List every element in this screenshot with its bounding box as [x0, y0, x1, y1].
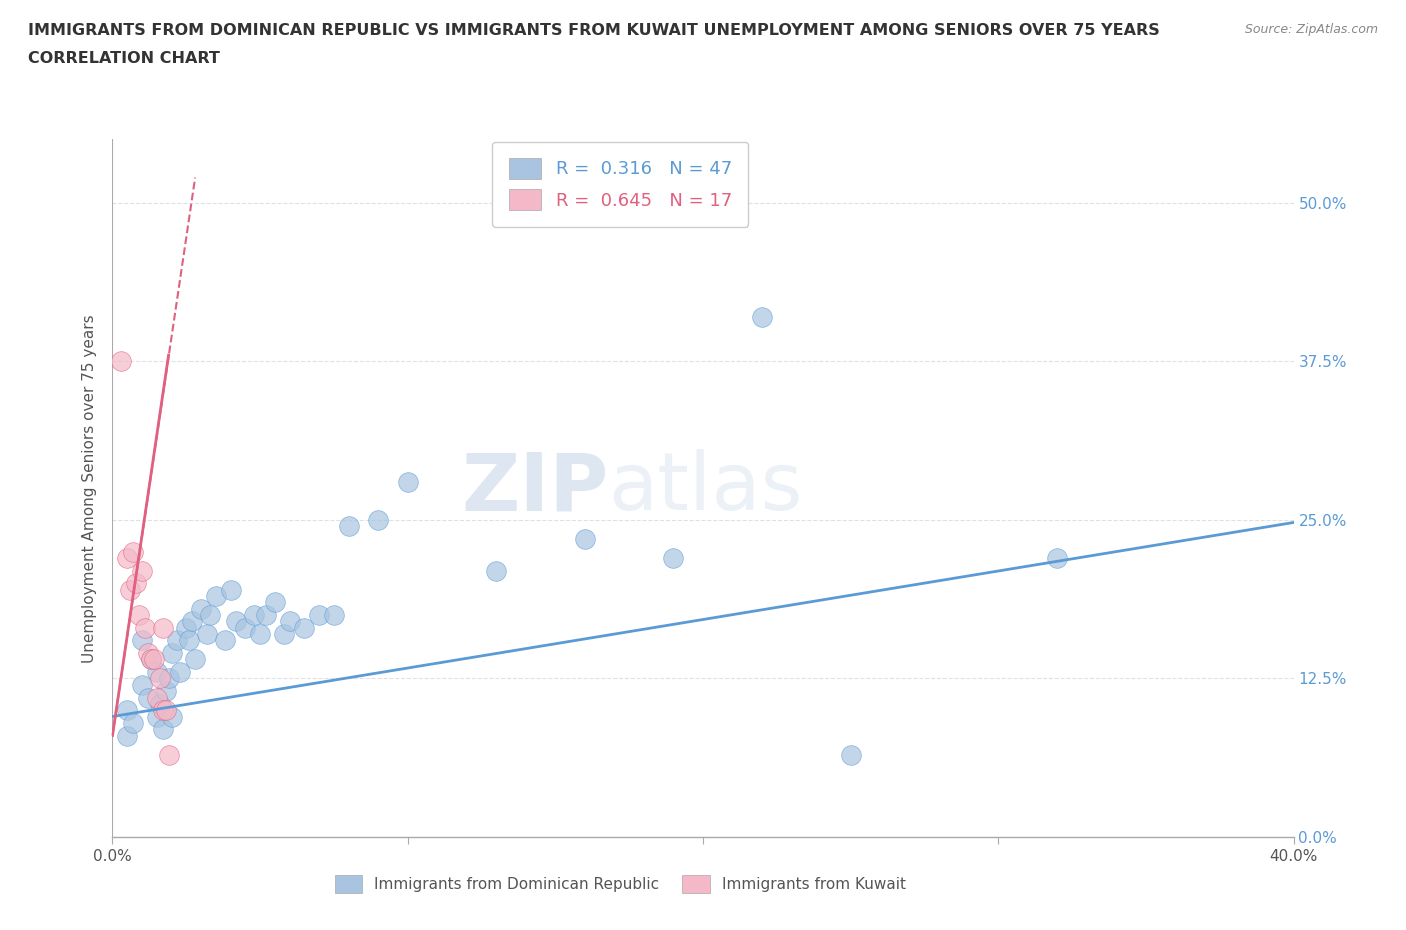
Point [278, 614, 301, 629]
Point [146, 690, 169, 705]
Point [264, 595, 287, 610]
Text: atlas: atlas [609, 449, 803, 527]
Point [122, 715, 145, 730]
Point [131, 677, 153, 692]
Point [152, 703, 174, 718]
Point [157, 747, 180, 762]
Point [219, 582, 242, 597]
Point [485, 564, 508, 578]
Point [142, 652, 165, 667]
Legend: Immigrants from Dominican Republic, Immigrants from Kuwait: Immigrants from Dominican Republic, Immi… [329, 870, 912, 899]
Point [117, 703, 138, 718]
Point [152, 620, 174, 635]
Point [254, 607, 277, 622]
Point [181, 614, 204, 629]
Point [308, 607, 330, 622]
Point [136, 645, 159, 660]
Point [662, 551, 685, 565]
Point [139, 652, 162, 667]
Point [157, 671, 180, 686]
Point [292, 620, 315, 635]
Point [110, 354, 132, 369]
Point [166, 633, 188, 648]
Point [225, 614, 247, 629]
Point [214, 633, 236, 648]
Point [149, 697, 172, 711]
Point [117, 728, 138, 743]
Point [574, 532, 596, 547]
Point [149, 671, 172, 686]
Point [367, 512, 389, 527]
Point [139, 652, 162, 667]
Point [273, 627, 295, 642]
Point [198, 607, 221, 622]
Point [131, 564, 153, 578]
Point [184, 652, 207, 667]
Point [751, 310, 773, 325]
Point [125, 576, 148, 591]
Point [120, 582, 142, 597]
Text: Source: ZipAtlas.com: Source: ZipAtlas.com [1244, 23, 1378, 36]
Point [396, 474, 419, 489]
Text: CORRELATION CHART: CORRELATION CHART [28, 51, 219, 66]
Point [136, 690, 159, 705]
Point [1046, 551, 1069, 565]
Y-axis label: Unemployment Among Seniors over 75 years: Unemployment Among Seniors over 75 years [82, 314, 97, 662]
Point [179, 633, 201, 648]
Point [155, 684, 177, 698]
Point [146, 709, 169, 724]
Point [122, 544, 145, 559]
Point [155, 703, 177, 718]
Point [146, 665, 169, 680]
Point [128, 607, 150, 622]
Point [205, 589, 228, 604]
Point [117, 551, 138, 565]
Point [233, 620, 256, 635]
Point [249, 627, 271, 642]
Point [337, 519, 360, 534]
Point [160, 709, 183, 724]
Text: IMMIGRANTS FROM DOMINICAN REPUBLIC VS IMMIGRANTS FROM KUWAIT UNEMPLOYMENT AMONG : IMMIGRANTS FROM DOMINICAN REPUBLIC VS IM… [28, 23, 1160, 38]
Point [174, 620, 197, 635]
Point [131, 633, 153, 648]
Point [243, 607, 266, 622]
Point [169, 665, 191, 680]
Point [160, 645, 183, 660]
Point [152, 722, 174, 737]
Point [195, 627, 218, 642]
Point [839, 747, 862, 762]
Text: ZIP: ZIP [461, 449, 609, 527]
Point [134, 620, 156, 635]
Point [190, 602, 212, 617]
Point [323, 607, 346, 622]
